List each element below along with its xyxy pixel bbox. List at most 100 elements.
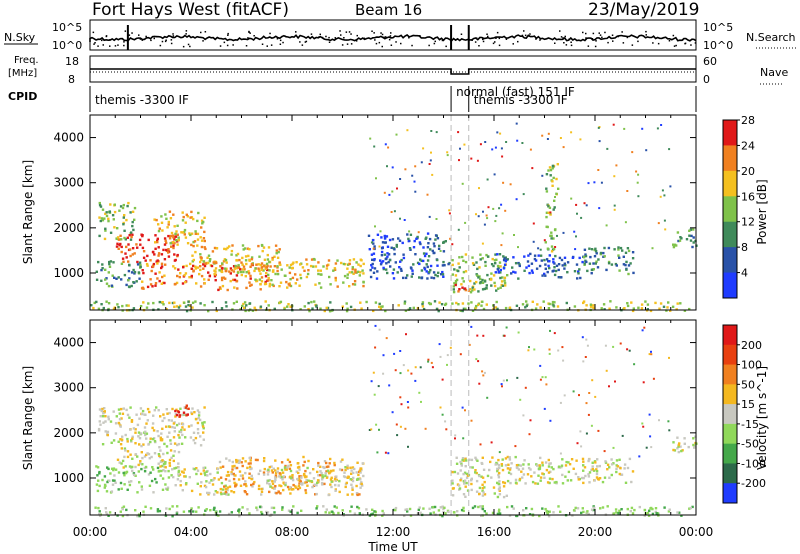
- scatter-cell: [274, 485, 277, 488]
- nsearch-dot: [505, 38, 508, 40]
- scatter-cell: [469, 466, 472, 469]
- scatter-cell: [247, 254, 250, 258]
- scatter-cell: [692, 236, 695, 239]
- scatter-cell: [549, 419, 552, 422]
- nsearch-dot: [131, 32, 133, 34]
- scatter-cell: [455, 462, 459, 465]
- scatter-cell: [173, 430, 176, 433]
- scatter-cell: [633, 508, 636, 512]
- scatter-cell: [125, 245, 128, 249]
- scatter-cell: [499, 132, 502, 135]
- scatter-cell: [280, 468, 284, 472]
- scatter-cell: [555, 264, 559, 267]
- scatter-cell: [672, 448, 675, 452]
- scatter-cell: [199, 256, 202, 259]
- scatter-cell: [138, 481, 141, 484]
- scatter-cell: [181, 426, 184, 429]
- scatter-cell: [288, 460, 292, 464]
- scatter-cell: [111, 467, 114, 470]
- scatter-cell: [402, 364, 405, 367]
- scatter-cell: [249, 459, 252, 462]
- scatter-cell: [380, 254, 384, 257]
- scatter-cell: [120, 447, 123, 450]
- scatter-cell: [531, 480, 535, 484]
- scatter-cell: [615, 164, 618, 167]
- scatter-cell: [433, 505, 437, 509]
- scatter-cell: [95, 278, 99, 281]
- scatter-cell: [496, 253, 499, 256]
- scatter-cell: [575, 263, 579, 266]
- scatter-cell: [350, 483, 353, 486]
- scatter-cell: [157, 308, 160, 311]
- scatter-cell: [591, 468, 594, 471]
- scatter-cell: [98, 201, 101, 205]
- scatter-cell: [229, 279, 232, 283]
- scatter-cell: [388, 238, 392, 242]
- scatter-cell: [403, 514, 406, 517]
- scatter-cell: [161, 301, 164, 304]
- scatter-cell: [238, 508, 241, 511]
- scatter-cell: [381, 241, 385, 244]
- scatter-cell: [127, 304, 130, 307]
- scatter-cell: [543, 272, 546, 276]
- scatter-cell: [234, 466, 237, 470]
- scatter-cell: [360, 467, 363, 470]
- x-tick-label: 04:00: [174, 525, 209, 539]
- scatter-cell: [457, 290, 460, 293]
- scatter-cell: [194, 250, 197, 254]
- scatter-cell: [130, 271, 134, 274]
- scatter-cell: [627, 264, 631, 267]
- scatter-cell: [349, 510, 352, 513]
- scatter-cell: [324, 474, 327, 477]
- scatter-cell: [641, 329, 644, 332]
- scatter-cell: [527, 466, 531, 470]
- scatter-cell: [581, 260, 584, 264]
- scatter-cell: [289, 263, 293, 267]
- scatter-cell: [305, 263, 309, 266]
- scatter-cell: [463, 479, 467, 482]
- scatter-cell: [203, 304, 206, 307]
- colorbar-frame: [722, 119, 738, 299]
- scatter-cell: [441, 505, 444, 508]
- scatter-cell: [109, 260, 113, 263]
- scatter-cell: [647, 514, 651, 517]
- scatter-cell: [281, 506, 284, 509]
- scatter-cell: [563, 256, 567, 259]
- scatter-cell: [616, 465, 620, 468]
- scatter-cell: [340, 468, 344, 472]
- scatter-cell: [164, 514, 168, 517]
- scatter-cell: [153, 452, 157, 455]
- x-tick-label: 08:00: [275, 525, 310, 539]
- scatter-cell: [551, 477, 554, 481]
- scatter-cell: [469, 279, 472, 283]
- scatter-cell: [129, 254, 132, 258]
- scatter-cell: [176, 253, 179, 257]
- scatter-cell: [285, 280, 288, 284]
- scatter-cell: [548, 352, 551, 355]
- scatter-cell: [333, 463, 336, 467]
- scatter-cell: [191, 306, 194, 309]
- nsearch-dot: [694, 42, 697, 44]
- scatter-cell: [162, 248, 165, 252]
- scatter-cell: [108, 265, 112, 268]
- scatter-cell: [359, 301, 362, 304]
- scatter-cell: [121, 514, 125, 518]
- scatter-cell: [443, 264, 446, 267]
- scatter-cell: [132, 281, 135, 284]
- scatter-cell: [411, 174, 414, 177]
- scatter-cell: [580, 216, 583, 219]
- scatter-cell: [506, 467, 510, 470]
- scatter-cell: [107, 219, 110, 223]
- scatter-cell: [200, 219, 204, 222]
- scatter-cell: [669, 185, 672, 188]
- scatter-cell: [605, 268, 608, 272]
- scatter-cell: [163, 258, 167, 261]
- scatter-cell: [470, 301, 473, 304]
- scatter-cell: [439, 506, 442, 509]
- scatter-cell: [248, 472, 251, 475]
- scatter-cell: [172, 265, 175, 268]
- nsearch-dot: [114, 45, 117, 47]
- scatter-cell: [152, 491, 155, 494]
- scatter-cell: [562, 359, 565, 362]
- scatter-cell: [554, 246, 557, 248]
